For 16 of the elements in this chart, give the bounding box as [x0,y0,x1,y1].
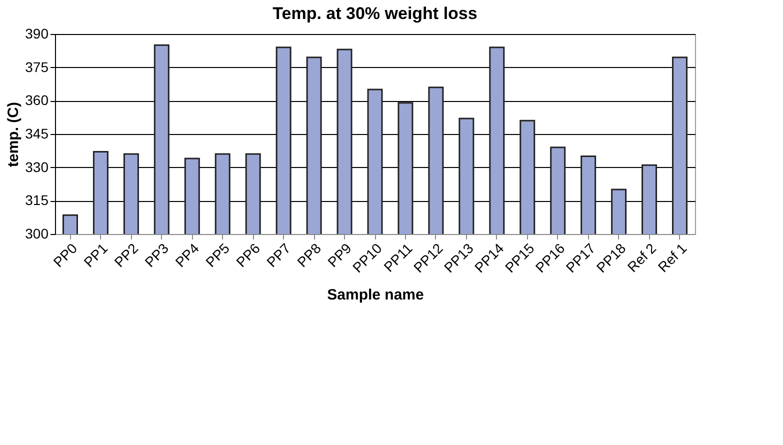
x-axis-title: Sample name [327,286,424,304]
x-tick-label: PP8 [294,240,324,270]
y-tick-label: 315 [25,192,49,208]
y-tick-label: 300 [25,226,49,242]
chart-title: Temp. at 30% weight loss [272,4,478,23]
x-tick-label: PP2 [111,240,142,270]
y-tick-label: 390 [25,26,49,42]
y-tick-label: 345 [25,126,49,142]
y-tick-label: 330 [25,158,49,175]
y-axis-title: temp. (C) [5,102,22,167]
x-tick-label: PP1 [80,240,111,270]
x-tick-label: PP0 [50,240,80,270]
x-tick-label: PP6 [232,240,264,270]
y-tick-label: 360 [25,92,49,108]
y-tick-label: 375 [25,58,49,75]
x-tick-label: PP3 [142,240,172,270]
